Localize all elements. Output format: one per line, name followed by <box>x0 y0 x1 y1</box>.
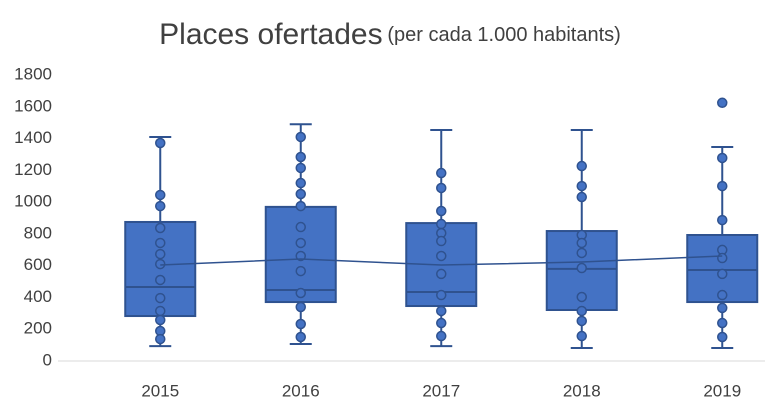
data-point <box>436 305 447 317</box>
data-point <box>436 167 447 179</box>
data-point <box>295 200 306 212</box>
y-tick-label: 600 <box>24 255 52 274</box>
data-point <box>155 189 166 201</box>
data-point <box>295 287 306 299</box>
chart-title-group: Places ofertades (per cada 1.000 habitan… <box>159 18 621 51</box>
data-point <box>576 262 587 274</box>
data-point <box>295 151 306 163</box>
y-tick-label: 1200 <box>14 160 52 179</box>
data-point <box>155 200 166 212</box>
data-point <box>155 314 166 326</box>
data-point <box>295 237 306 249</box>
data-point <box>295 331 306 343</box>
data-point <box>295 177 306 189</box>
data-point <box>436 250 447 262</box>
data-point <box>576 247 587 259</box>
data-point <box>717 302 728 314</box>
data-point <box>576 305 587 317</box>
chart-subtitle: (per cada 1.000 habitants) <box>387 24 621 46</box>
x-tick-label: 2016 <box>282 381 320 400</box>
data-point <box>576 191 587 203</box>
data-point <box>436 289 447 301</box>
data-point <box>717 289 728 301</box>
data-point <box>576 237 587 249</box>
data-point <box>717 152 728 164</box>
mean-line <box>160 255 723 266</box>
data-point <box>295 250 306 262</box>
y-tick-label: 200 <box>24 319 52 338</box>
data-point <box>436 218 447 230</box>
data-point <box>155 305 166 317</box>
data-point <box>717 97 728 109</box>
data-point <box>295 162 306 174</box>
x-tick-label: 2018 <box>563 381 601 400</box>
data-point <box>436 205 447 217</box>
data-point <box>155 137 166 149</box>
data-point <box>155 237 166 249</box>
data-point <box>576 315 587 327</box>
data-point <box>436 182 447 194</box>
data-point <box>717 331 728 343</box>
data-point <box>295 318 306 330</box>
y-tick-label: 400 <box>24 287 52 306</box>
data-point <box>576 291 587 303</box>
data-point <box>295 265 306 277</box>
data-point <box>576 180 587 192</box>
data-point <box>155 333 166 345</box>
data-point <box>155 274 166 286</box>
data-point <box>436 235 447 247</box>
data-point <box>717 214 728 226</box>
data-point <box>155 222 166 234</box>
y-tick-label: 1600 <box>14 96 52 115</box>
data-point <box>155 258 166 270</box>
x-tick-label: 2019 <box>703 381 741 400</box>
data-point <box>436 317 447 329</box>
y-tick-label: 1400 <box>14 128 52 147</box>
data-point <box>717 317 728 329</box>
y-tick-label: 1000 <box>14 192 52 211</box>
data-point <box>576 330 587 342</box>
data-point <box>717 252 728 264</box>
data-point <box>436 268 447 280</box>
data-point <box>576 160 587 172</box>
data-point <box>155 248 166 260</box>
data-point <box>717 180 728 192</box>
data-point <box>436 330 447 342</box>
y-tick-label: 1800 <box>14 64 52 83</box>
x-tick-label: 2017 <box>422 381 460 400</box>
x-tick-label: 2015 <box>141 381 179 400</box>
data-point <box>155 292 166 304</box>
y-tick-label: 800 <box>24 223 52 242</box>
data-point <box>717 268 728 280</box>
chart-title: Places ofertades <box>159 18 382 51</box>
y-tick-label: 0 <box>43 350 52 369</box>
data-point <box>295 188 306 200</box>
data-point <box>295 221 306 233</box>
data-point <box>295 131 306 143</box>
data-point <box>295 301 306 313</box>
